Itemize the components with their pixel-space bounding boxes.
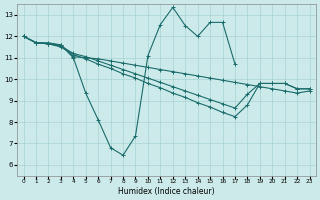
X-axis label: Humidex (Indice chaleur): Humidex (Indice chaleur)	[118, 187, 215, 196]
